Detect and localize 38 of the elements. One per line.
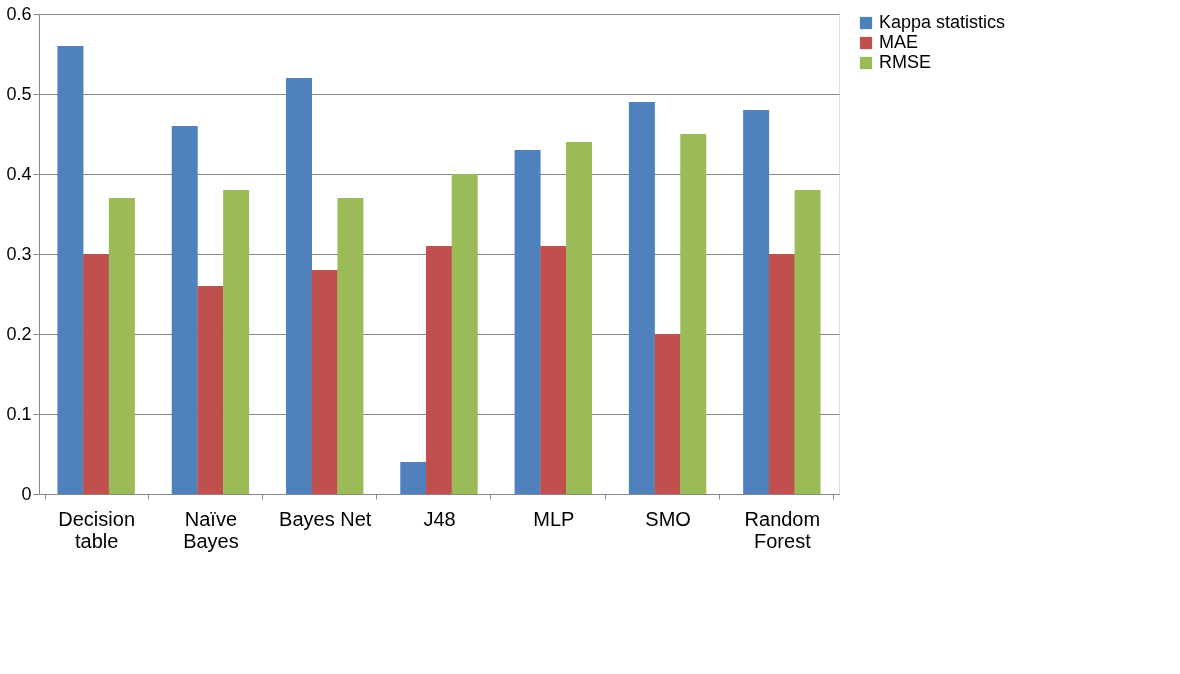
bar	[337, 198, 364, 494]
bar	[768, 254, 795, 494]
y-tick-label: 0.6	[6, 3, 32, 24]
bar	[426, 246, 452, 494]
x-tick-label: MLP	[533, 507, 575, 530]
bar	[654, 334, 681, 494]
x-tick-label: Bayes Net	[279, 507, 372, 530]
y-tick-label: 0.5	[6, 83, 32, 104]
legend-label: MAE	[879, 32, 919, 52]
x-tick-label: SMO	[645, 507, 691, 530]
legend-label: RMSE	[879, 52, 932, 72]
bar	[400, 462, 427, 494]
bar	[171, 126, 198, 494]
bar	[514, 150, 541, 494]
y-tick-label: 0.4	[6, 163, 32, 184]
bar	[57, 46, 84, 494]
x-tick-label: Naïve Bayes	[183, 507, 239, 552]
bar	[628, 102, 655, 494]
x-tick-label: Decision table	[58, 507, 135, 552]
y-tick-label: 0.2	[6, 323, 32, 344]
x-tick-label: Random Forest	[744, 507, 821, 552]
bar	[83, 254, 110, 494]
bar	[108, 198, 135, 494]
bar	[286, 78, 312, 494]
bar	[743, 110, 770, 494]
bar	[311, 270, 338, 494]
bar	[566, 142, 592, 494]
x-tick-label: J48	[423, 507, 456, 530]
legend-label: Kappa statistics	[879, 12, 1006, 32]
bar	[223, 190, 250, 494]
bar	[540, 246, 567, 494]
bar	[794, 190, 821, 494]
bar	[197, 286, 224, 494]
bar	[680, 134, 707, 494]
y-tick-label: 0	[21, 483, 32, 504]
y-tick-label: 0.3	[6, 243, 32, 264]
y-tick-label: 0.1	[6, 403, 32, 424]
bar	[451, 174, 478, 494]
